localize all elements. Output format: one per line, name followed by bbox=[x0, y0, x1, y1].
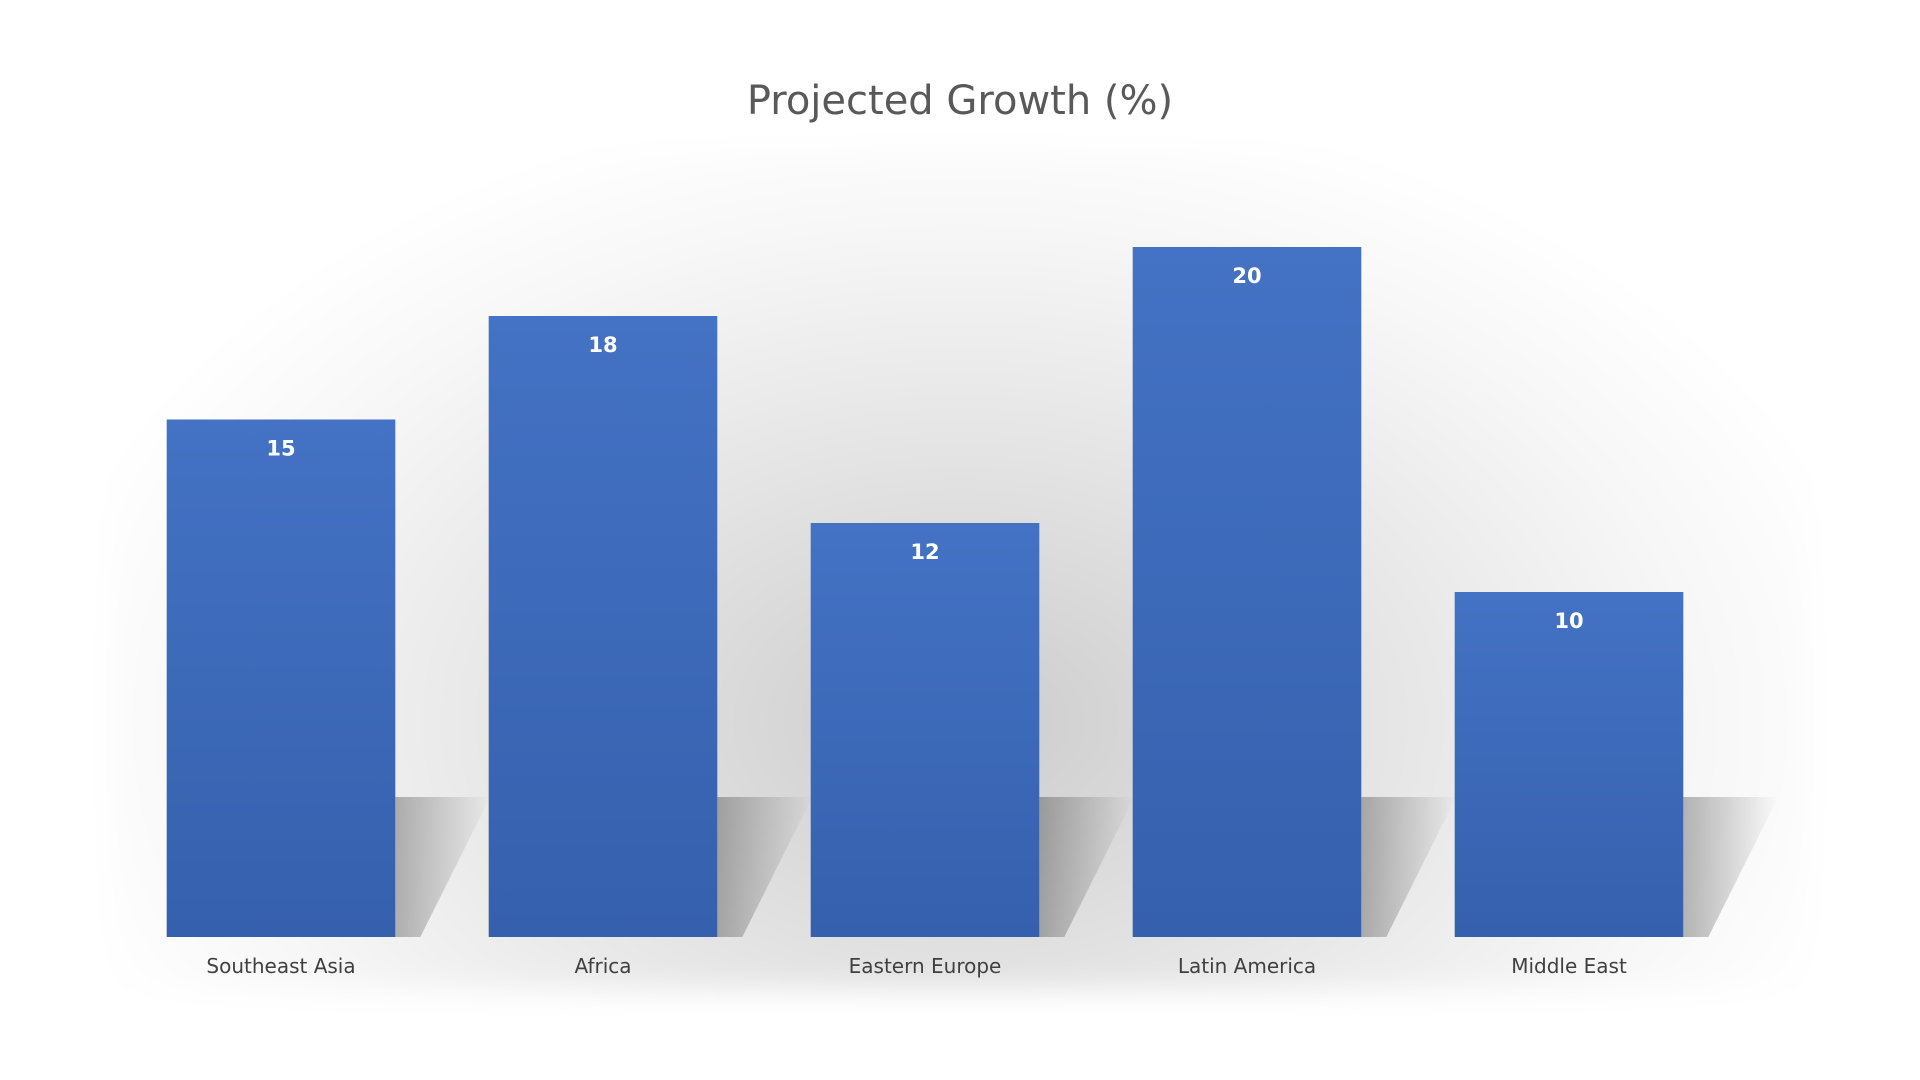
category-labels-group: Southeast Asia Africa Eastern Europe Latin … bbox=[206, 954, 1627, 978]
bar-shadow bbox=[395, 797, 491, 937]
data-labels-group: 15 18 12 20 10 bbox=[266, 264, 1583, 633]
bar-middle-east[interactable] bbox=[1454, 592, 1684, 937]
data-label: 10 bbox=[1554, 609, 1583, 633]
data-label: 12 bbox=[910, 540, 939, 564]
bar-shadow bbox=[717, 797, 813, 937]
data-label: 18 bbox=[588, 333, 617, 357]
bar-eastern-europe[interactable] bbox=[810, 523, 1040, 937]
bar-shadow bbox=[1039, 797, 1135, 937]
bar-latin-america[interactable] bbox=[1132, 247, 1362, 937]
chart-title: Projected Growth (%) bbox=[746, 78, 1174, 124]
bar-shadow bbox=[1361, 797, 1457, 937]
data-label: 20 bbox=[1232, 264, 1261, 288]
category-label: Africa bbox=[574, 954, 631, 978]
category-label: Southeast Asia bbox=[206, 954, 355, 978]
bar-shadow bbox=[1683, 797, 1779, 937]
bar-shadows bbox=[395, 797, 1779, 937]
category-label: Middle East bbox=[1511, 954, 1627, 978]
category-label: Latin America bbox=[1178, 954, 1316, 978]
bar-africa[interactable] bbox=[488, 316, 718, 937]
bar-southeast-asia[interactable] bbox=[166, 419, 396, 938]
category-label: Eastern Europe bbox=[849, 954, 1002, 978]
bars-group bbox=[166, 247, 1684, 938]
data-label: 15 bbox=[266, 437, 295, 461]
